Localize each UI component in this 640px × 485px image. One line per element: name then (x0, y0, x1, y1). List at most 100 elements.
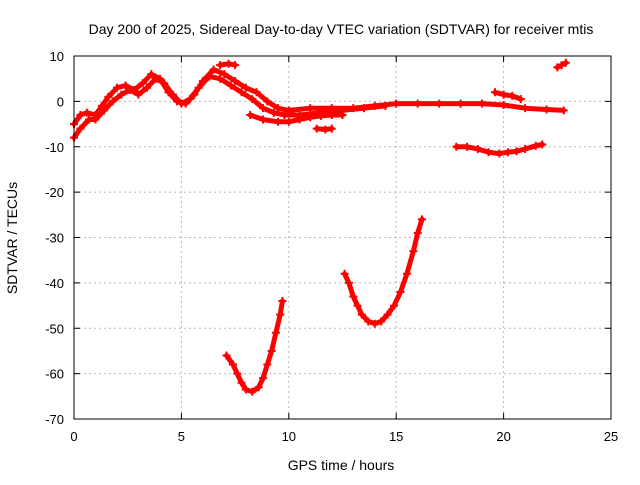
y-tick-label: 10 (50, 49, 64, 64)
x-tick-label: 10 (282, 429, 296, 444)
data-point (220, 70, 229, 79)
data-point (284, 117, 293, 126)
data-point (97, 101, 106, 110)
y-tick-label: -20 (45, 185, 64, 200)
x-tick-label: 0 (70, 429, 77, 444)
data-point (499, 90, 508, 99)
data-point (271, 328, 280, 337)
data-point (226, 81, 235, 90)
data-point (478, 99, 487, 108)
data-point (209, 65, 218, 74)
series-arc-6 (222, 297, 287, 396)
data-point (521, 104, 530, 113)
data-point (168, 90, 177, 99)
y-tick-label: -50 (45, 321, 64, 336)
data-point (82, 108, 91, 117)
data-point (413, 228, 422, 237)
data-point (259, 115, 268, 124)
data-point (306, 113, 315, 122)
y-tick-label: -70 (45, 412, 64, 427)
y-tick-label: 0 (57, 94, 64, 109)
data-point (402, 269, 411, 278)
data-point (417, 215, 426, 224)
ticks (73, 55, 612, 420)
data-point (100, 106, 109, 115)
data-point (269, 108, 278, 117)
data-point (463, 142, 472, 151)
data-point (278, 297, 287, 306)
data-point (357, 310, 366, 319)
data-point (499, 101, 508, 110)
data-point (76, 110, 85, 119)
data-point (224, 59, 233, 68)
data-point (259, 374, 268, 383)
data-point (216, 61, 225, 70)
data-point (364, 317, 373, 326)
data-point (553, 63, 562, 72)
data-point (327, 124, 336, 133)
data-point (559, 106, 568, 115)
data-point (147, 70, 156, 79)
data-point (280, 110, 289, 119)
y-tick-label: -30 (45, 231, 64, 246)
data-point (370, 319, 379, 328)
data-point (121, 81, 130, 90)
data-point (491, 88, 500, 97)
data-point (381, 101, 390, 110)
data-point (205, 72, 214, 81)
data-point (521, 145, 530, 154)
series-arc-10 (553, 58, 570, 72)
y-axis-label: SDTVAR / TECUs (4, 182, 20, 294)
data-point (104, 92, 113, 101)
data-point (194, 83, 203, 92)
data-point (409, 247, 418, 256)
data-point (231, 61, 240, 70)
data-point (233, 369, 242, 378)
series-arc-4 (246, 110, 347, 126)
data-point (252, 88, 261, 97)
data-point (390, 301, 399, 310)
data-point (138, 79, 147, 88)
series-line (224, 298, 285, 395)
x-tick-label: 25 (604, 429, 618, 444)
data-point (456, 99, 465, 108)
series-arc-2 (70, 72, 390, 142)
data-point (237, 88, 246, 97)
data-point (151, 74, 160, 83)
data-point (508, 91, 517, 100)
data-point (531, 141, 540, 150)
data-point (344, 278, 353, 287)
data-point (392, 99, 401, 108)
data-point (274, 104, 283, 113)
data-point (503, 148, 512, 157)
data-point (248, 387, 257, 396)
data-point (125, 86, 134, 95)
series-line (453, 142, 545, 157)
x-tick-label: 15 (389, 429, 403, 444)
data-point (396, 287, 405, 296)
data-point (538, 140, 547, 149)
x-axis-label: GPS time / hours (288, 457, 395, 473)
data-point (177, 99, 186, 108)
data-point (484, 148, 493, 157)
data-point (91, 115, 100, 124)
series-arc-8 (452, 140, 547, 158)
data-point (263, 97, 272, 106)
data-point (435, 99, 444, 108)
data-point (473, 145, 482, 154)
data-point (117, 90, 126, 99)
data-point (383, 310, 392, 319)
data-point (160, 79, 169, 88)
data-point (340, 269, 349, 278)
data-point (452, 142, 461, 151)
data-point (143, 83, 152, 92)
data-point (495, 149, 504, 158)
series-line (492, 89, 524, 102)
data-point (76, 124, 85, 133)
y-tick-label: -40 (45, 276, 64, 291)
chart-title: Day 200 of 2025, Sidereal Day-to-day VTE… (89, 21, 594, 37)
data-point (359, 104, 368, 113)
data-point (312, 124, 321, 133)
data-point (112, 83, 121, 92)
